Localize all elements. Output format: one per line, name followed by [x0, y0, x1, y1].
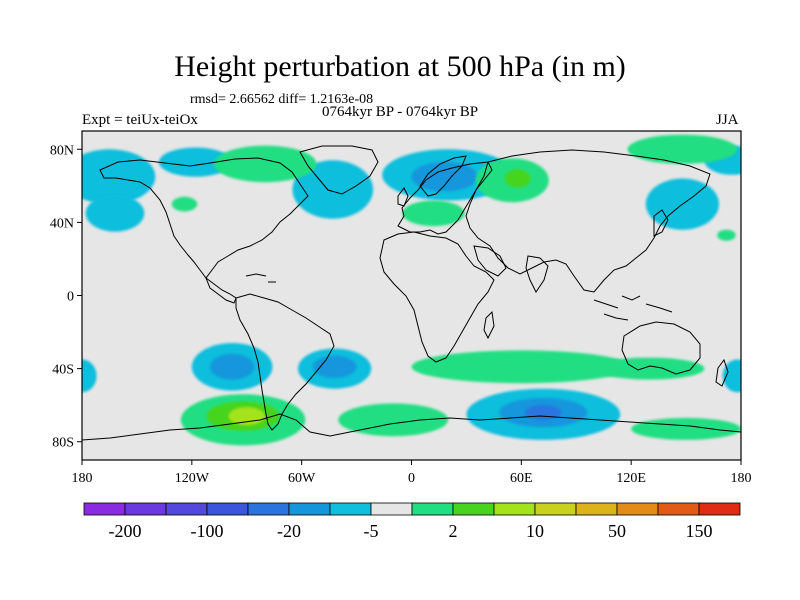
anomaly-w-pacific-south-negative — [82, 359, 97, 393]
rmsd-diff-text: rmsd= 2.66562 diff= 1.2163e-08 — [190, 92, 374, 107]
coastline-australia — [621, 321, 701, 375]
anomaly-w-canada-negative — [158, 147, 233, 177]
anomaly-s-atlantic-negative-core — [312, 355, 357, 378]
colorbar-box — [329, 502, 372, 516]
coastline-japan — [653, 209, 669, 237]
coastline-greenland — [299, 145, 379, 195]
coastline-africa — [379, 231, 495, 363]
coastline-madagascar — [483, 310, 495, 340]
colorbar-box — [452, 502, 495, 516]
coastline-new-zealand — [715, 358, 729, 387]
lon-tick-label: 120W — [175, 471, 210, 486]
colorbar-label: 2 — [449, 521, 458, 541]
plot-title: Height perturbation at 500 hPa (in m) — [174, 50, 626, 83]
coastline-asia — [465, 149, 711, 293]
lon-tick-label: 60W — [288, 471, 316, 486]
coastline-india — [525, 255, 549, 293]
coastline-indonesia — [593, 295, 673, 321]
coastline-europe — [397, 161, 493, 235]
colorbar-box — [288, 502, 331, 516]
lon-tick-label: 180 — [731, 471, 752, 486]
colorbar-box — [575, 502, 618, 516]
coastline-north-america — [99, 157, 309, 279]
anomaly-kamchatka-positive — [627, 134, 738, 164]
colorbar-box — [534, 502, 577, 516]
colorbar-box — [616, 502, 659, 516]
axis-ticks: 80N 40N 0 40S 80S 180 120W 60W 0 60E 120E 180 — [50, 143, 752, 486]
coastline-scandinavia — [419, 155, 467, 197]
colorbar-box — [493, 502, 536, 516]
colorbar-box — [206, 502, 249, 516]
lat-tick-label: 80N — [50, 143, 74, 158]
lat-tick-label: 0 — [67, 290, 74, 305]
colorbar-label: -5 — [364, 521, 379, 541]
anomaly-europe-positive — [402, 200, 465, 227]
colorbar-label: -100 — [191, 521, 224, 541]
anomaly-s-atlantic-positive — [338, 403, 449, 437]
colorbar-box — [370, 502, 413, 516]
anomaly-n-pacific-negative — [82, 149, 156, 205]
colorbar-box — [165, 502, 208, 516]
colorbar-label: -200 — [109, 521, 142, 541]
coastlines — [82, 145, 741, 441]
lat-tick-label: 80S — [52, 436, 74, 451]
season-label: JJA — [716, 112, 739, 128]
period-label: 0764kyr BP - 0764kyr BP — [322, 104, 479, 120]
lon-tick-label: 60E — [510, 471, 533, 486]
colorbar-box — [83, 502, 126, 516]
lon-tick-label: 180 — [72, 471, 93, 486]
coastline-uk — [397, 187, 409, 207]
anomaly-s-indian-positive — [411, 350, 632, 384]
anomaly-barents-negative-core — [411, 162, 478, 192]
coastline-arabia — [473, 245, 507, 277]
coastline-south-america — [235, 293, 335, 431]
anomaly-atlantic-negative — [292, 160, 374, 219]
lon-tick-label: 120E — [616, 471, 646, 486]
lon-tick-label: 0 — [408, 471, 415, 486]
colorbar-box — [657, 502, 700, 516]
anomaly-n-pacific-negative-2 — [85, 195, 145, 232]
anomaly-siberia-positive-core — [504, 169, 531, 188]
lat-tick-label: 40N — [50, 216, 74, 231]
anomaly-s-pacific-negative-core — [210, 354, 255, 380]
coastline-antarctica — [82, 413, 741, 441]
coastline-caribbean — [245, 273, 276, 283]
anomaly-atlantic-positive-small — [171, 196, 198, 212]
colorbar-label: 50 — [608, 521, 626, 541]
coastline-central-america — [204, 276, 237, 304]
colorbar-box — [124, 502, 167, 516]
anomaly-e-pacific-south-negative — [722, 359, 741, 393]
colorbar-label: 10 — [526, 521, 544, 541]
anomaly-arctic-positive — [213, 145, 317, 183]
colorbar-box — [247, 502, 290, 516]
colorbar-label: -20 — [277, 521, 301, 541]
colorbar-label: 150 — [686, 521, 713, 541]
colorbar-box — [698, 502, 741, 516]
lat-tick-label: 40S — [52, 363, 74, 378]
anomaly-s-pacific-positive-2 — [631, 417, 741, 440]
colorbar-box — [411, 502, 454, 516]
anomaly-pacific-positive-tiny — [717, 229, 736, 241]
experiment-label: Expt = teiUx-teiOx — [82, 112, 198, 128]
